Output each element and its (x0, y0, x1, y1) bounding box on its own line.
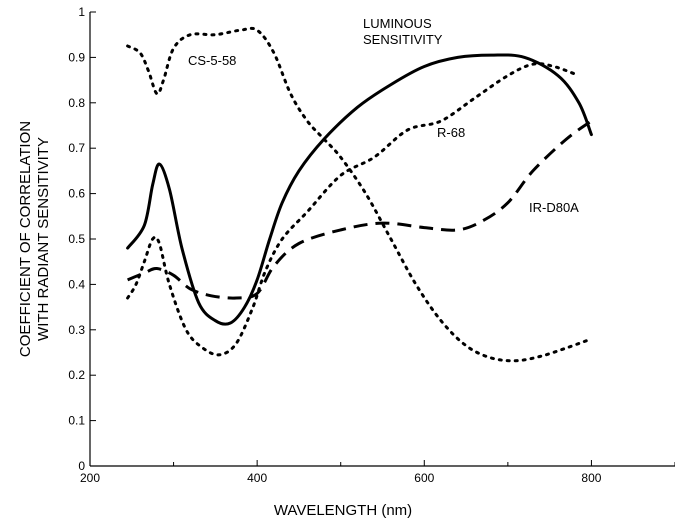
y-tick-label: 0.4 (68, 277, 85, 291)
y-axis-ticks: 0 0.1 0.2 0.3 0.4 0.5 0.6 0.7 0.8 0.9 1 (68, 5, 96, 473)
y-tick-label: 0.1 (68, 414, 85, 428)
y-tick-label: 0.9 (68, 50, 85, 64)
y-tick-label: 0.2 (68, 368, 85, 382)
y-tick-label: 0.8 (68, 96, 85, 110)
series-line-luminous-sensitivity (126, 53, 593, 326)
x-axis-title: WAVELENGTH (nm) (274, 502, 412, 519)
y-tick-label: 0.5 (68, 232, 85, 246)
x-axis-ticks: 200 400 600 800 (80, 460, 675, 485)
series-labels: LUMINOUS SENSITIVITY CS-5-58 R-68 IR-D80A (188, 16, 579, 215)
series-line-ir-d80a (127, 119, 593, 300)
y-tick-label: 0.3 (68, 323, 85, 337)
series-label-r-68: R-68 (437, 125, 465, 140)
series-lines (126, 26, 593, 363)
x-tick-label: 600 (414, 471, 434, 485)
y-axis-title: COEFFICIENT OF CORRELATIONWITH RADIANT S… (17, 121, 52, 357)
x-tick-label: 400 (247, 471, 267, 485)
x-tick-label: 800 (581, 471, 601, 485)
y-tick-label: 0.6 (68, 187, 85, 201)
y-tick-label: 0 (78, 459, 85, 473)
series-label-cs-5-58: CS-5-58 (188, 53, 236, 68)
series-line-cs-5-58 (126, 26, 593, 363)
plot-area: 0 0.1 0.2 0.3 0.4 0.5 0.6 0.7 0.8 0.9 1 200 400 600 8… (68, 5, 675, 485)
x-tick-label: 200 (80, 471, 100, 485)
y-tick-label: 0.7 (68, 141, 85, 155)
series-label-ir-d80a: IR-D80A (529, 200, 579, 215)
series-label-luminous-sensitivity: LUMINOUS SENSITIVITY (363, 16, 443, 47)
y-tick-label: 1 (78, 5, 85, 19)
series-line-r-68 (126, 62, 581, 357)
